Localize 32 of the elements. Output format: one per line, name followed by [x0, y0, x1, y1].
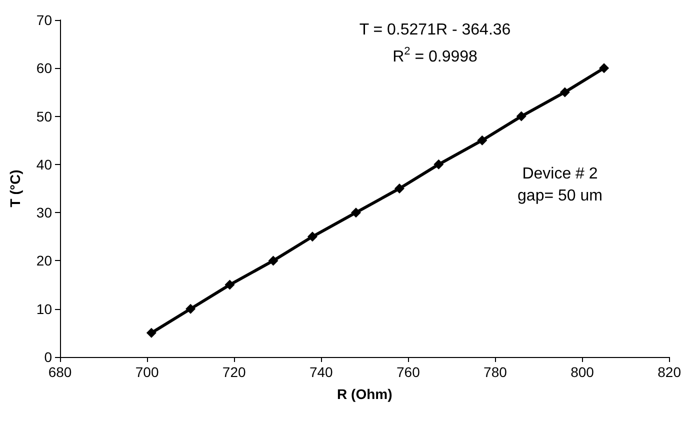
point: [516, 111, 526, 122]
x-tick-label: 800: [570, 364, 594, 380]
y-axis-title: T (°C): [7, 170, 23, 208]
point: [186, 304, 196, 314]
y-tick-label: 30: [36, 204, 52, 221]
point: [146, 328, 156, 338]
y-tick-label: 40: [36, 156, 52, 172]
x-tick-label: 760: [396, 364, 420, 380]
point: [560, 87, 570, 98]
point: [599, 63, 610, 74]
y-tick-label: 0: [44, 349, 52, 365]
point: [224, 280, 235, 290]
annotation: T = 0.5271R - 364.36: [359, 22, 511, 38]
point: [477, 135, 488, 146]
point: [350, 208, 361, 218]
x-tick-label: 700: [135, 364, 159, 380]
x-tick-label: 740: [309, 364, 334, 380]
y-tick-label: 20: [36, 252, 52, 269]
x-tick-label: 720: [222, 364, 246, 380]
y-tick-label: 60: [36, 60, 52, 76]
y-tick-label: 70: [36, 12, 52, 28]
point: [307, 232, 318, 242]
point: [394, 184, 404, 194]
x-tick-label: 780: [484, 364, 508, 380]
x-tick-label: 680: [48, 364, 72, 380]
point: [434, 159, 444, 170]
annotation: Device # 2 gap= 50 um: [518, 166, 602, 204]
x-tick-label: 820: [658, 364, 682, 380]
point: [268, 256, 278, 266]
y-tick-label: 10: [36, 300, 52, 317]
x-axis-title: R (Ohm): [337, 386, 392, 402]
y-tick-label: 50: [36, 108, 52, 124]
